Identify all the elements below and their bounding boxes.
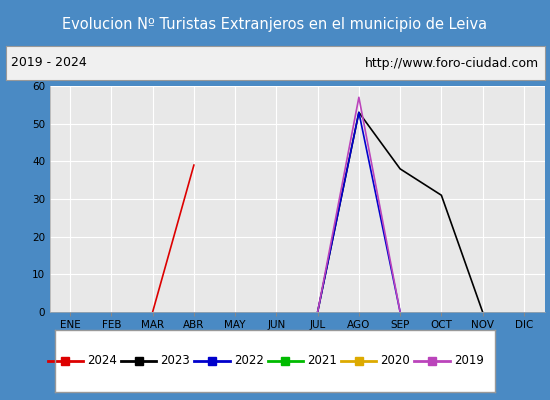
Text: 2019: 2019 [454,354,484,368]
Text: 2024: 2024 [87,354,117,368]
Text: 2023: 2023 [161,354,190,368]
Text: 2019 - 2024: 2019 - 2024 [11,56,87,70]
Text: http://www.foro-ciudad.com: http://www.foro-ciudad.com [365,56,539,70]
Text: 2022: 2022 [234,354,264,368]
Text: 2021: 2021 [307,354,337,368]
Text: 2020: 2020 [381,354,410,368]
Text: Evolucion Nº Turistas Extranjeros en el municipio de Leiva: Evolucion Nº Turistas Extranjeros en el … [63,16,487,32]
